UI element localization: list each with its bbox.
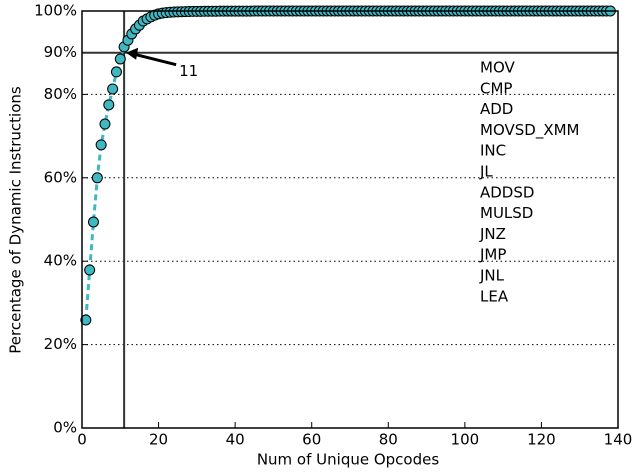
data-point bbox=[80, 314, 92, 326]
series-line bbox=[84, 9, 611, 321]
x-tick-label: 100 bbox=[451, 431, 480, 449]
data-point bbox=[95, 139, 107, 151]
y-tick-label: 40% bbox=[44, 252, 77, 270]
opcode-label: MOVSD_XMM bbox=[480, 121, 579, 140]
opcode-label: MOV bbox=[480, 59, 515, 77]
data-point bbox=[91, 172, 103, 184]
data-point bbox=[103, 99, 115, 111]
x-tick-label: 140 bbox=[604, 431, 633, 449]
x-tick-label: 0 bbox=[77, 431, 87, 449]
opcode-label: ADD bbox=[480, 100, 513, 118]
y-tick-label: 60% bbox=[44, 168, 77, 186]
opcode-label: ADDSD bbox=[480, 183, 534, 201]
opcode-label: INC bbox=[480, 142, 506, 160]
y-tick-label: 0% bbox=[53, 419, 77, 437]
x-tick-label: 120 bbox=[527, 431, 556, 449]
x-tick-label: 60 bbox=[302, 431, 321, 449]
x-tick-label: 80 bbox=[379, 431, 398, 449]
y-tick-label: 90% bbox=[44, 43, 77, 61]
opcode-label: JNL bbox=[479, 267, 505, 285]
data-point bbox=[84, 264, 96, 276]
opcode-label: JMP bbox=[479, 246, 506, 264]
opcode-label: JL bbox=[479, 163, 493, 181]
y-axis-label: Percentage of Dynamic Instructions bbox=[7, 86, 25, 354]
data-point bbox=[110, 66, 122, 78]
x-tick-label: 20 bbox=[149, 431, 168, 449]
y-tick-label: 20% bbox=[44, 335, 77, 353]
x-tick-label: 40 bbox=[226, 431, 245, 449]
annotation-label: 11 bbox=[179, 62, 198, 80]
annotation-arrowhead bbox=[126, 47, 139, 60]
data-point bbox=[107, 83, 119, 95]
opcode-label: LEA bbox=[480, 287, 509, 305]
annotation-arrow bbox=[135, 53, 177, 67]
opcode-label: MULSD bbox=[480, 204, 533, 222]
data-point bbox=[87, 216, 99, 228]
opcode-label: JNZ bbox=[479, 225, 506, 243]
y-tick-label: 100% bbox=[34, 2, 77, 20]
data-point bbox=[99, 118, 111, 130]
x-axis-label: Num of Unique Opcodes bbox=[257, 451, 440, 469]
y-tick-label: 80% bbox=[44, 85, 77, 103]
plot-frame bbox=[81, 10, 619, 429]
opcode-label: CMP bbox=[480, 79, 512, 97]
data-point bbox=[114, 53, 126, 65]
